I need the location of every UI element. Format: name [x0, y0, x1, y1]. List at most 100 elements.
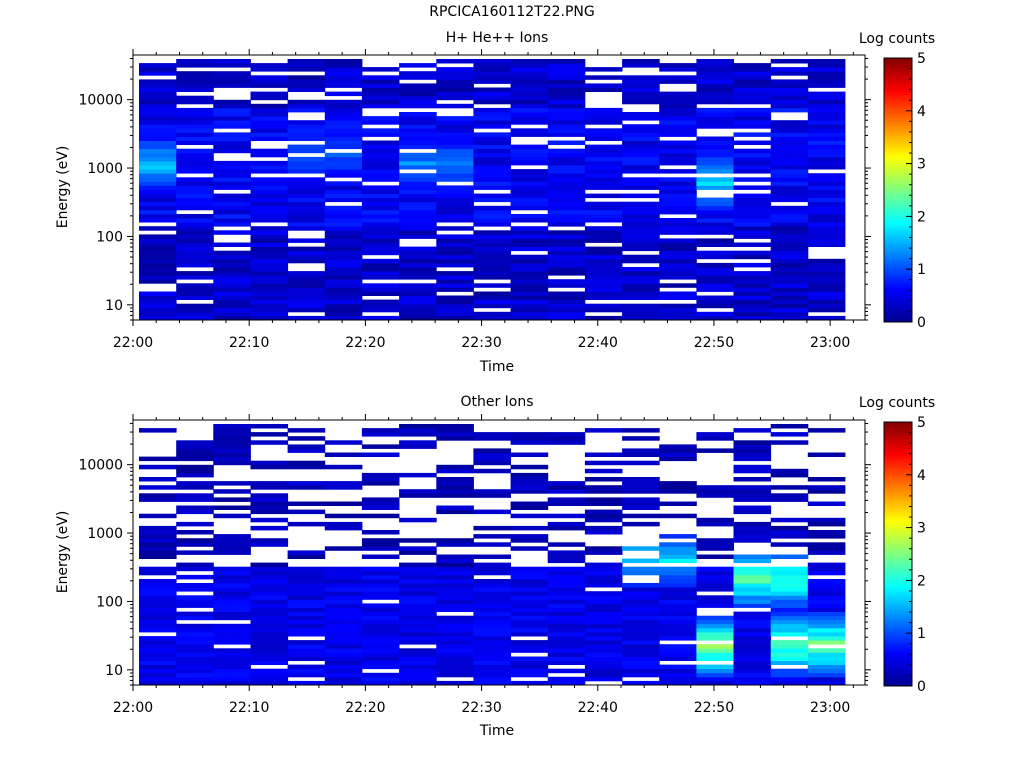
heatmap-cell	[733, 287, 772, 292]
heatmap-cell	[399, 603, 437, 608]
heatmap-cell	[250, 205, 289, 211]
heatmap-cell	[584, 668, 623, 674]
heatmap-cell	[287, 607, 326, 612]
heatmap-cell	[287, 197, 326, 203]
heatmap-cell	[213, 546, 251, 551]
heatmap-cell	[139, 279, 177, 284]
heatmap-cell	[733, 112, 772, 117]
heatmap-cell	[139, 234, 177, 239]
heatmap-cell	[510, 230, 549, 235]
heatmap-cell	[733, 185, 772, 190]
heatmap-cell	[436, 656, 474, 661]
heatmap-cell	[547, 169, 586, 174]
heatmap-cell	[807, 197, 846, 203]
heatmap-cell	[659, 680, 697, 686]
heatmap-cell	[547, 583, 586, 588]
heatmap-cell	[139, 550, 177, 555]
heatmap-cell	[473, 75, 511, 80]
heatmap-cell	[250, 538, 289, 543]
heatmap-cell	[510, 664, 549, 670]
heatmap-cell	[324, 156, 363, 162]
heatmap-cell	[213, 307, 251, 313]
heatmap-cell	[807, 116, 846, 121]
heatmap-cell	[473, 509, 511, 515]
heatmap-cell	[250, 599, 289, 604]
heatmap-cell	[250, 169, 289, 174]
heatmap-cell	[547, 238, 586, 243]
heatmap-cell	[807, 587, 846, 592]
heatmap-cell	[176, 603, 214, 608]
heatmap-cell	[250, 640, 289, 645]
heatmap-cell	[436, 468, 474, 474]
heatmap-cell	[399, 307, 437, 313]
heatmap-cell	[250, 291, 289, 296]
heatmap-cell	[547, 112, 586, 117]
heatmap-cell	[436, 485, 474, 490]
x-axis: 22:00 22:10 22:20 22:30 22:40 22:50 23:00	[113, 49, 854, 351]
heatmap-cell	[696, 489, 734, 494]
heatmap-cell	[361, 262, 400, 268]
heatmap-cell	[659, 63, 697, 68]
heatmap-cell	[176, 218, 214, 223]
heatmap-cell	[213, 627, 251, 633]
heatmap-cell	[584, 160, 623, 166]
heatmap-cell	[399, 303, 437, 309]
heatmap-cell	[659, 603, 697, 608]
heatmap-cell	[770, 623, 809, 629]
heatmap-cell	[324, 619, 363, 625]
heatmap-cell	[176, 521, 214, 527]
heatmap-cell	[324, 599, 363, 604]
heatmap-cell	[770, 307, 809, 313]
heatmap-cell	[473, 680, 511, 686]
heatmap-cell	[733, 295, 772, 300]
heatmap-cell	[622, 99, 660, 105]
heatmap-cell	[659, 619, 697, 625]
heatmap-cell	[399, 607, 437, 612]
heatmap-cell	[473, 623, 511, 629]
heatmap-cell	[361, 472, 400, 478]
heatmap-cell	[436, 623, 474, 629]
heatmap-cell	[807, 566, 846, 572]
heatmap-cell	[733, 279, 772, 284]
heatmap-cell	[361, 652, 400, 657]
heatmap-cell	[807, 262, 846, 268]
heatmap-cell	[213, 83, 251, 88]
heatmap-cell	[213, 424, 251, 429]
heatmap-cell	[250, 136, 289, 141]
heatmap-cell	[770, 185, 809, 190]
heatmap-cell	[807, 112, 846, 117]
heatmap-cell	[436, 283, 474, 288]
heatmap-cell	[250, 303, 289, 309]
heatmap-cell	[213, 177, 251, 182]
heatmap-cell	[436, 652, 474, 657]
heatmap-cell	[622, 591, 660, 596]
heatmap-cell	[399, 91, 437, 97]
heatmap-cell	[436, 464, 474, 470]
heatmap-cell	[139, 185, 177, 190]
heatmap-cell	[250, 509, 289, 515]
heatmap-cell	[361, 452, 400, 457]
heatmap-cell	[807, 664, 846, 670]
heatmap-cell	[584, 644, 623, 649]
heatmap-cell	[176, 472, 214, 478]
heatmap-cell	[176, 140, 214, 145]
heatmap-cell	[770, 128, 809, 133]
heatmap-cell	[622, 315, 660, 321]
x-tick-label: 22:00	[113, 335, 153, 351]
heatmap-cell	[510, 574, 549, 580]
heatmap-cell	[622, 570, 660, 576]
heatmap-cell	[250, 91, 289, 97]
heatmap-cell	[547, 132, 586, 137]
heatmap-cell	[622, 656, 660, 661]
heatmap-cell	[250, 583, 289, 588]
heatmap-cell	[659, 258, 697, 264]
heatmap-cell	[324, 132, 363, 137]
heatmap-cell	[176, 623, 214, 629]
heatmap-cell	[436, 311, 474, 317]
heatmap-cell	[213, 185, 251, 190]
heatmap-cell	[547, 75, 586, 80]
heatmap-cell	[696, 615, 734, 621]
heatmap-cell	[324, 91, 363, 97]
heatmap-cell	[622, 644, 660, 649]
heatmap-cell	[807, 668, 846, 674]
